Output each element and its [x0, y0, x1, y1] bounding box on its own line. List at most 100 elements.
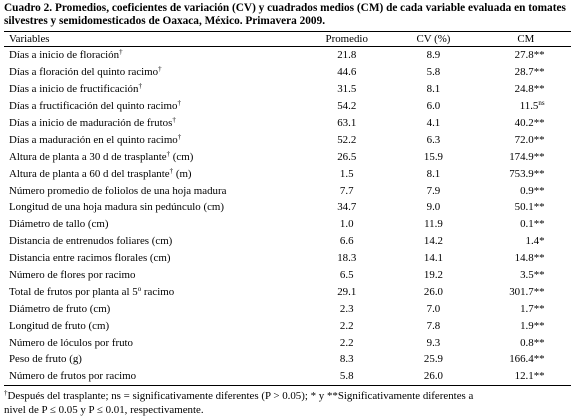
table-row: Días a maduración en el quinto racimo† 52…: [4, 131, 571, 148]
cell-cv: 14.2: [423, 235, 443, 248]
cell-cm: 166.4**: [481, 351, 571, 368]
cell-promedio: 2.2: [339, 319, 354, 332]
cm-value: 166.4: [509, 353, 534, 366]
significance-mark: **: [533, 353, 545, 366]
cell-cv: 26.0: [386, 367, 481, 386]
variable-label: Días a floración del quinto racimo: [9, 66, 159, 79]
footnote-line-2: nivel de P ≤ 0.05 y P ≤ 0.01, respectiva…: [4, 404, 204, 417]
dagger-mark: †: [138, 82, 142, 91]
cm-value: 1.9: [520, 319, 534, 332]
cell-promedio: 63.1: [337, 117, 357, 129]
cell-cm: 24.8**: [481, 81, 571, 98]
cell-promedio: 21.8: [337, 49, 357, 62]
cm-value: 50.1: [514, 201, 534, 214]
table-row: Longitud de una hoja madura sin pedúncul…: [4, 199, 571, 216]
cm-value: 0.8: [520, 336, 534, 349]
cell-cv: 11.9: [424, 218, 443, 231]
cell-cv: 9.0: [426, 201, 441, 214]
cm-value: 753.9: [509, 167, 534, 180]
cell-promedio: 7.7: [339, 184, 354, 197]
cell-cm: 28.7**: [481, 64, 571, 81]
variable-label: Distancia de entrenudos foliares (cm): [9, 235, 173, 248]
table-row: Altura de planta a 30 d de trasplante† (…: [4, 148, 571, 165]
cell-promedio: 6.6: [339, 235, 354, 248]
table-footnote: †Después del trasplante; ns = significat…: [4, 389, 571, 418]
cell-promedio: 44.6: [337, 66, 357, 79]
cm-value-group: 0.9**: [481, 185, 545, 197]
cell-variable: Diámetro de fruto (cm): [4, 300, 307, 317]
cell-cv: 6.3: [426, 133, 441, 146]
variable-label: Diámetro de fruto (cm): [9, 302, 111, 315]
table-header-row: Variables Promedio CV (%) CM: [4, 31, 571, 47]
cell-cv: 6.0: [426, 100, 441, 113]
header-cv: CV (%): [386, 31, 481, 47]
significance-mark: **: [533, 370, 545, 383]
cell-variable: Días a fructificación del quinto racimo†: [4, 98, 307, 115]
cm-value-group: 40.2**: [481, 117, 545, 129]
cm-value-group: 0.8**: [481, 337, 545, 349]
cm-value-group: 12.1**: [481, 370, 545, 382]
cell-cv: 14.1: [423, 252, 443, 265]
cm-value-group: 1.9**: [481, 320, 545, 332]
cm-value: 1.4: [525, 235, 540, 248]
cell-variable: Días a floración del quinto racimo†: [4, 64, 307, 81]
dagger-mark: †: [177, 99, 181, 108]
cell-cv: 7.8: [426, 319, 441, 332]
significance-mark: **: [533, 167, 545, 180]
cell-promedio: 5.8: [307, 367, 387, 386]
cm-value-group: 166.4**: [481, 353, 545, 366]
variable-label: Altura de planta a 30 d de trasplante: [9, 150, 167, 163]
table-row: Distancia entre racimos florales (cm) 18.…: [4, 250, 571, 267]
table-row: Días a floración del quinto racimo† 44.6 5…: [4, 64, 571, 81]
variable-unit: racimo: [141, 285, 175, 298]
significance-mark: **: [533, 184, 545, 197]
cm-value: 24.8: [514, 83, 534, 96]
cm-value-group: 0.1**: [481, 218, 545, 230]
variable-label: Número de frutos por racimo: [9, 370, 137, 383]
cell-promedio: 29.1: [337, 285, 357, 298]
dagger-mark: †: [119, 48, 123, 57]
cm-value-group: 1.7**: [481, 303, 545, 315]
cell-promedio: 6.5: [339, 269, 354, 282]
cm-value: 14.8: [514, 252, 534, 265]
cell-variable: Total de frutos por planta al 5o racimo: [4, 283, 307, 300]
cell-cm: 0.1**: [481, 216, 571, 233]
cm-value-group: 11.5ns: [481, 100, 545, 113]
variable-label: Diámetro de tallo (cm): [9, 218, 109, 231]
ordinal-superscript: o: [137, 284, 142, 293]
cell-variable: Distancia de entrenudos foliares (cm): [4, 233, 307, 250]
cell-cm: 27.8**: [481, 47, 571, 64]
cell-cv: 9.3: [426, 336, 441, 349]
cell-variable: Días a inicio de floración†: [4, 47, 307, 64]
cell-cv: 7.0: [426, 302, 441, 315]
cm-value: 301.7: [509, 285, 534, 298]
footnote-line-1: Después del trasplante; ns = significati…: [7, 389, 474, 402]
cell-variable: Días a maduración en el quinto racimo†: [4, 131, 307, 148]
variable-label: Total de frutos por planta al 5: [9, 285, 138, 298]
significance-mark: **: [533, 117, 545, 129]
cm-value: 40.2: [514, 117, 534, 129]
cell-promedio: 8.3: [339, 353, 354, 366]
header-cm: CM: [480, 31, 571, 47]
cell-cm: 0.9**: [481, 182, 571, 199]
data-table: Variables Promedio CV (%) CM Días a inic…: [4, 31, 571, 386]
variable-label: Distancia entre racimos florales (cm): [9, 252, 171, 265]
cell-promedio: 54.2: [337, 100, 357, 113]
cm-value-group: 24.8**: [481, 83, 545, 95]
cell-cm: 301.7**: [481, 283, 571, 300]
significance-mark: **: [533, 201, 545, 214]
table-row: Días a inicio de fructificación† 31.5 8.1 2…: [4, 81, 571, 98]
cm-value: 28.7: [514, 66, 534, 79]
table-row: Altura de planta a 60 d del trasplante† …: [4, 165, 571, 182]
cell-promedio: 18.3: [337, 252, 357, 265]
cm-value: 12.1: [514, 370, 534, 383]
variable-label: Días a fructificación del quinto racimo: [9, 100, 178, 113]
footnote-dagger: †: [4, 388, 8, 397]
table-row: Días a inicio de maduración de frutos† 63…: [4, 115, 571, 132]
cell-cm: 753.9**: [481, 165, 571, 182]
table-row: Diámetro de fruto (cm) 2.3 7.0 1.7**: [4, 300, 571, 317]
dagger-mark: †: [177, 132, 182, 141]
cm-value: 27.8: [514, 49, 534, 62]
cell-cm: 14.8**: [481, 250, 571, 267]
